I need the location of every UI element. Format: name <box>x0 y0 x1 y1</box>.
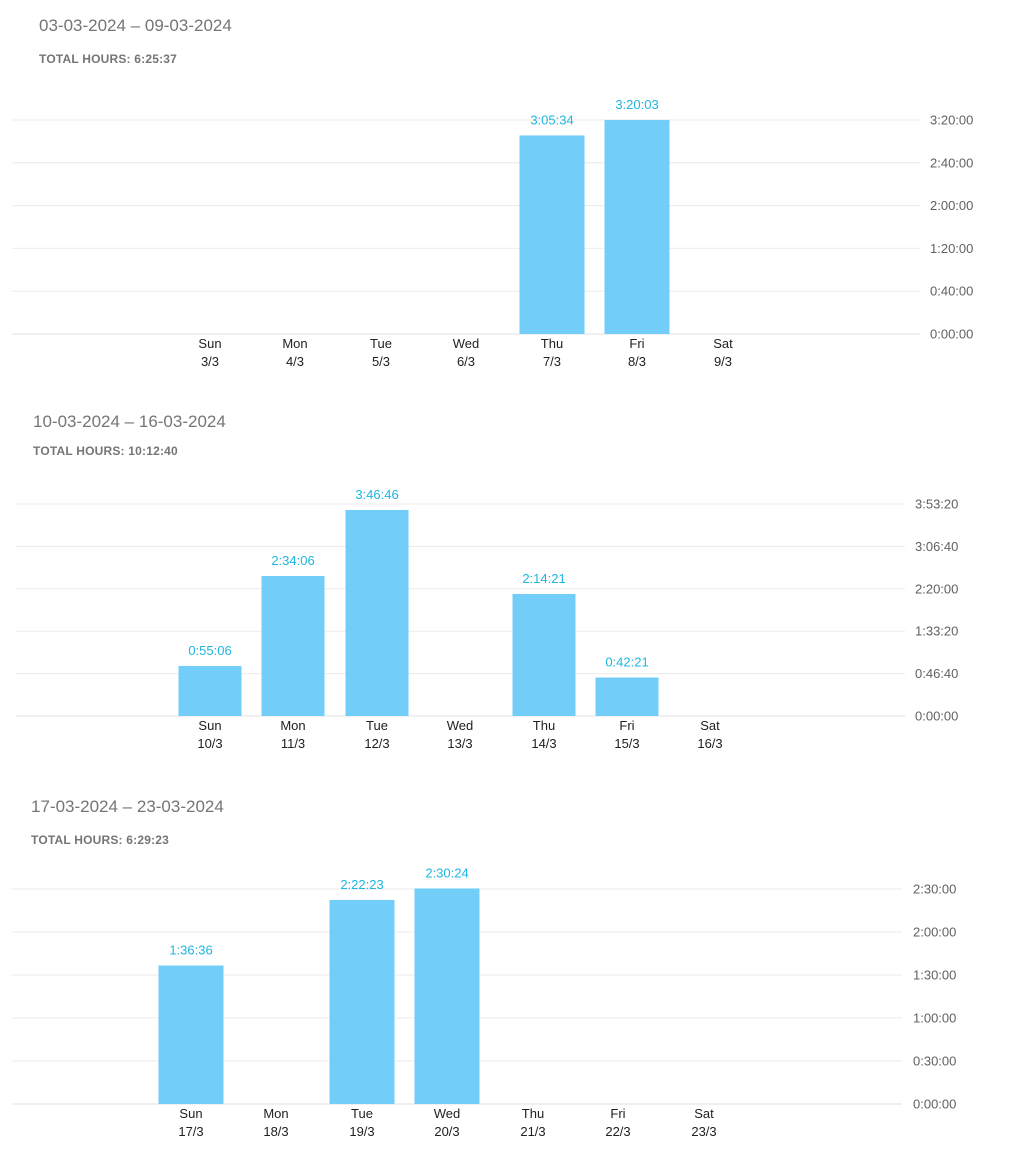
x-date-label: 18/3 <box>263 1124 288 1139</box>
x-date-label: 22/3 <box>605 1124 630 1139</box>
x-day-label: Wed <box>453 336 480 351</box>
x-day-label: Wed <box>447 718 474 733</box>
y-tick-label: 3:53:20 <box>915 497 958 512</box>
x-day-label: Sat <box>713 336 733 351</box>
bar <box>604 119 670 334</box>
x-day-label: Tue <box>351 1106 373 1121</box>
x-date-label: 20/3 <box>434 1124 459 1139</box>
y-tick-label: 2:40:00 <box>930 155 973 170</box>
x-date-label: 21/3 <box>520 1124 545 1139</box>
bar-value-label: 3:05:34 <box>530 112 573 127</box>
y-tick-label: 2:00:00 <box>913 925 956 940</box>
y-tick-label: 2:30:00 <box>913 882 956 897</box>
x-day-label: Fri <box>619 718 634 733</box>
x-day-label: Tue <box>370 336 392 351</box>
x-date-label: 17/3 <box>178 1124 203 1139</box>
week-range-title: 17-03-2024 – 23-03-2024 <box>31 797 224 816</box>
x-date-label: 8/3 <box>628 354 646 369</box>
x-date-label: 14/3 <box>531 736 556 751</box>
y-tick-label: 0:00:00 <box>930 327 973 342</box>
x-date-label: 3/3 <box>201 354 219 369</box>
week-range-title: 03-03-2024 – 09-03-2024 <box>39 16 232 35</box>
x-day-label: Sat <box>694 1106 714 1121</box>
y-tick-label: 1:33:20 <box>915 624 958 639</box>
bar-value-label: 3:20:03 <box>615 97 658 112</box>
y-tick-label: 0:40:00 <box>930 284 973 299</box>
bar <box>158 965 224 1104</box>
bar-value-label: 2:14:21 <box>522 571 565 586</box>
y-tick-label: 2:00:00 <box>930 198 973 213</box>
x-day-label: Fri <box>610 1106 625 1121</box>
x-day-label: Thu <box>541 336 563 351</box>
bar-value-label: 1:36:36 <box>169 943 212 958</box>
week-range-title: 10-03-2024 – 16-03-2024 <box>33 412 226 431</box>
x-date-label: 23/3 <box>691 1124 716 1139</box>
bar-value-label: 2:30:24 <box>425 865 468 880</box>
bar-value-label: 0:42:21 <box>605 655 648 670</box>
x-day-label: Sat <box>700 718 720 733</box>
y-tick-label: 1:20:00 <box>930 241 973 256</box>
y-tick-label: 3:06:40 <box>915 539 958 554</box>
x-day-label: Thu <box>522 1106 544 1121</box>
x-date-label: 4/3 <box>286 354 304 369</box>
x-date-label: 5/3 <box>372 354 390 369</box>
bar <box>178 665 242 716</box>
bar <box>512 593 576 716</box>
week-section-2: 10-03-2024 – 16-03-2024 TOTAL HOURS: 10:… <box>33 412 226 458</box>
y-tick-label: 0:00:00 <box>913 1097 956 1112</box>
x-date-label: 15/3 <box>614 736 639 751</box>
x-day-label: Sun <box>198 336 221 351</box>
y-tick-label: 0:46:40 <box>915 666 958 681</box>
x-day-label: Mon <box>280 718 305 733</box>
y-tick-label: 1:00:00 <box>913 1011 956 1026</box>
x-day-label: Fri <box>629 336 644 351</box>
x-date-label: 11/3 <box>281 736 305 751</box>
bar <box>519 135 585 334</box>
x-date-label: 12/3 <box>364 736 389 751</box>
y-tick-label: 0:30:00 <box>913 1054 956 1069</box>
x-date-label: 13/3 <box>447 736 472 751</box>
bar-value-label: 3:46:46 <box>355 487 398 502</box>
y-tick-label: 0:00:00 <box>915 709 958 724</box>
x-day-label: Mon <box>282 336 307 351</box>
y-tick-label: 1:30:00 <box>913 968 956 983</box>
bar-value-label: 2:22:23 <box>340 877 383 892</box>
x-day-label: Sun <box>198 718 221 733</box>
bar <box>414 888 480 1104</box>
bar-value-label: 0:55:06 <box>188 643 231 658</box>
total-hours-label: TOTAL HOURS: 6:25:37 <box>39 52 178 66</box>
total-hours-label: TOTAL HOURS: 6:29:23 <box>31 833 170 847</box>
bar <box>595 677 659 716</box>
bar <box>345 509 409 716</box>
x-date-label: 7/3 <box>543 354 561 369</box>
week-section-1: 03-03-2024 – 09-03-2024 TOTAL HOURS: 6:2… <box>0 0 1033 385</box>
x-date-label: 19/3 <box>349 1124 374 1139</box>
bar-value-label: 2:34:06 <box>271 553 314 568</box>
x-day-label: Wed <box>434 1106 461 1121</box>
y-tick-label: 2:20:00 <box>915 581 958 596</box>
x-date-label: 6/3 <box>457 354 475 369</box>
x-day-label: Thu <box>533 718 555 733</box>
bar <box>261 575 325 716</box>
total-hours-label: TOTAL HOURS: 10:12:40 <box>33 444 178 458</box>
x-day-label: Tue <box>366 718 388 733</box>
bar <box>329 899 395 1104</box>
y-tick-label: 3:20:00 <box>930 113 973 128</box>
x-day-label: Mon <box>263 1106 288 1121</box>
x-date-label: 9/3 <box>714 354 732 369</box>
x-date-label: 16/3 <box>697 736 722 751</box>
x-date-label: 10/3 <box>197 736 222 751</box>
x-day-label: Sun <box>179 1106 202 1121</box>
